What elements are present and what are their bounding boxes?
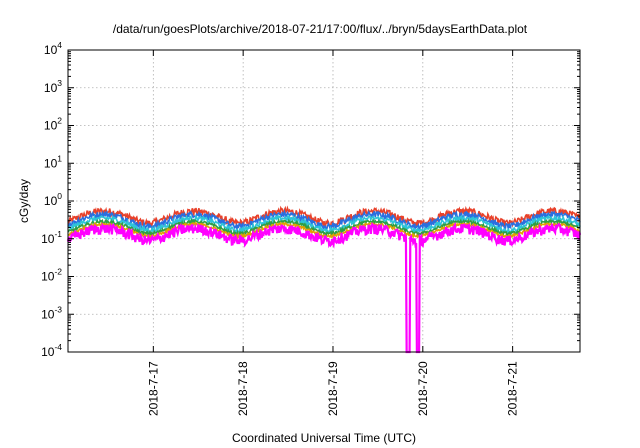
x-tick-label: 2018-7-20 [416, 361, 430, 416]
y-axis-label: cGy/day [17, 179, 31, 223]
series-line [67, 217, 581, 239]
x-axis: 2018-7-17 2018-7-18 2018-7-19 2018-7-20 2018… [146, 50, 520, 416]
y-tick-label: 10-3 [41, 304, 62, 321]
series-line [66, 221, 582, 354]
x-tick-label: 2018-7-21 [506, 361, 520, 416]
y-tick-label: 104 [44, 40, 62, 57]
grid-layer [68, 50, 580, 352]
y-tick-label: 10-4 [41, 342, 62, 359]
x-tick-label: 2018-7-19 [326, 361, 340, 416]
series-line [67, 221, 581, 240]
y-tick-label: 101 [44, 153, 62, 170]
x-axis-label: Coordinated Universal Time (UTC) [232, 431, 416, 445]
y-tick-label: 103 [44, 78, 62, 95]
series-line [67, 208, 581, 232]
series-layer [66, 205, 582, 354]
y-axis: 10-4 10-3 10-2 10-1 100 101 102 103 104 [41, 40, 580, 359]
x-tick-label: 2018-7-17 [146, 361, 160, 416]
chart-title: /data/run/goesPlots/archive/2018-07-21/1… [113, 22, 528, 36]
x-tick-label: 2018-7-18 [236, 361, 250, 416]
y-tick-label: 10-2 [41, 267, 62, 284]
y-tick-label: 100 [44, 191, 62, 208]
y-tick-label: 102 [44, 116, 62, 133]
y-tick-label: 10-1 [41, 229, 62, 246]
